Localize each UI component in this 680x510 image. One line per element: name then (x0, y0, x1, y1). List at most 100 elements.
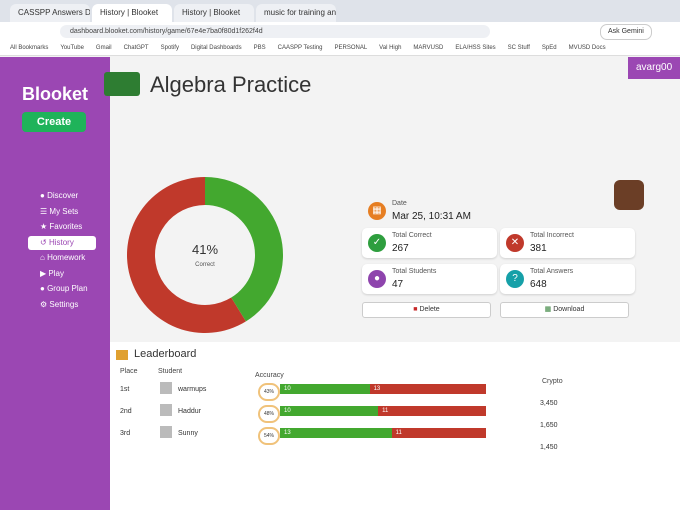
stat-value: 47 (392, 279, 404, 290)
stat-label: Date (392, 200, 407, 207)
nav-label: Play (48, 268, 64, 278)
stat-card: ✓ Total Correct 267 (362, 228, 497, 258)
trophy-icon (116, 350, 128, 360)
nav-label: History (48, 237, 74, 247)
user-badge[interactable]: avarg00 (628, 57, 680, 79)
nav-item[interactable]: ★ Favorites (28, 220, 96, 234)
nav-icon: ↺ (40, 237, 49, 247)
stat-label: Total Incorrect (530, 232, 574, 239)
correct-bar: 10 (280, 406, 379, 416)
nav-label: Group Plan (47, 284, 88, 293)
stat-icon: ▦ (368, 202, 386, 220)
nav-label: Homework (47, 253, 86, 262)
student-avatar (160, 404, 172, 416)
correct-count: 10 (284, 386, 291, 392)
correct-count: 10 (284, 408, 291, 414)
logo[interactable]: Blooket (22, 84, 89, 104)
stat-icon: ✕ (506, 234, 524, 252)
incorrect-bar: 13 (369, 384, 486, 394)
nav-icon: ● (40, 284, 48, 293)
nav-item[interactable]: ↺ History (28, 235, 96, 250)
nav-item[interactable]: ▶ Play (28, 267, 96, 281)
url-field[interactable]: dashboard.blooket.com/history/game/67e4e… (60, 25, 490, 38)
bookmark[interactable]: All Bookmarks (10, 45, 49, 51)
bookmark[interactable]: ELA/HSS Sites (455, 45, 496, 51)
accuracy: 54% (258, 427, 280, 445)
bookmark[interactable]: Digital Dashboards (190, 45, 242, 51)
incorrect-bar: 11 (391, 428, 486, 438)
correct-count: 13 (284, 430, 291, 436)
bookmark[interactable]: SC Stuff (507, 45, 530, 51)
address-bar: dashboard.blooket.com/history/game/67e4e… (0, 22, 680, 40)
crypto: 1,650 (540, 422, 558, 429)
nav-label: Settings (49, 299, 79, 309)
tab[interactable]: CASSPP Answers Downlo (10, 4, 90, 22)
bookmark[interactable]: ChatGPT (123, 45, 149, 51)
bookmark[interactable]: MARVUSD (413, 45, 444, 51)
stat-icon: ● (368, 270, 386, 288)
gemini-button[interactable]: Ask Gemini (600, 24, 652, 40)
bookmarks-bar: All Bookmarks YouTube Gmail ChatGPT Spotify D… (0, 40, 680, 56)
bookmark[interactable]: PERSONAL (334, 45, 368, 51)
tab[interactable]: History | Blooket (174, 4, 254, 22)
donut-segment (127, 177, 246, 333)
tab[interactable]: music for training and workout (256, 4, 336, 22)
student-name: Haddur (178, 408, 201, 415)
download-label: Download (553, 306, 585, 313)
bookmark[interactable]: MVUSD Docs (568, 45, 606, 51)
stat-icon: ? (506, 270, 524, 288)
stat-label: Total Students (392, 268, 437, 275)
stat-card: ● Total Students 47 (362, 264, 497, 294)
nav-icon: ▶ (40, 268, 49, 278)
stat-label: Total Answers (530, 268, 574, 275)
accuracy: 43% (258, 383, 280, 401)
nav-label: My Sets (49, 206, 79, 216)
bookmark[interactable]: PBS (253, 45, 266, 51)
place: 2nd (120, 408, 132, 415)
sidebar (0, 57, 110, 510)
nav-icon: ☰ (40, 206, 50, 216)
nav-item[interactable]: ☰ My Sets (28, 205, 96, 219)
header-crypto: Crypto (542, 378, 563, 385)
student-avatar (160, 426, 172, 438)
create-button[interactable]: Create (22, 112, 86, 132)
bookmark[interactable]: Val High (379, 45, 402, 51)
bookmark[interactable]: CAASPP Testing (277, 45, 323, 51)
correct-bar: 13 (280, 428, 392, 438)
incorrect-count: 13 (373, 386, 381, 392)
leaderboard-title: Leaderboard (134, 348, 197, 360)
game-icon (104, 72, 140, 96)
nav-icon: ⌂ (40, 253, 48, 262)
delete-button[interactable]: ■ Delete (362, 302, 491, 318)
bookmark[interactable]: Spotify (160, 45, 179, 51)
percent: 41% (192, 242, 218, 257)
nav-item[interactable]: ⚙ Settings (28, 298, 96, 312)
bookmark[interactable]: YouTube (60, 45, 84, 51)
stat-icon: ✓ (368, 234, 386, 252)
nav-item[interactable]: ● Discover (28, 189, 96, 203)
nav-item[interactable]: ● Group Plan (28, 282, 96, 296)
nav-icon: ★ (40, 222, 50, 231)
tab[interactable]: History | Blooket (92, 4, 172, 22)
bookmark[interactable]: SpEd (541, 45, 557, 51)
place: 1st (120, 386, 130, 393)
nav-item[interactable]: ⌂ Homework (28, 251, 96, 265)
crypto: 1,450 (540, 444, 558, 451)
stat-value: 267 (392, 243, 409, 254)
student-avatar (160, 382, 172, 394)
stat-card: ▦ Date Mar 25, 10:31 AM (362, 196, 640, 226)
bookmark[interactable]: Gmail (95, 45, 112, 51)
stat-card: ? Total Answers 648 (500, 264, 635, 294)
header-student: Student (158, 368, 183, 375)
stat-card: ✕ Total Incorrect 381 (500, 228, 635, 258)
stat-value: Mar 25, 10:31 AM (392, 211, 471, 222)
nav-icon: ⚙ (40, 299, 50, 309)
download-button[interactable]: ▦ Download (500, 302, 629, 318)
nav-label: Discover (47, 191, 79, 200)
delete-label: Delete (419, 306, 440, 313)
nav-icon: ● (40, 191, 48, 200)
percent-label: Correct (195, 262, 215, 268)
stat-value: 648 (530, 279, 547, 290)
